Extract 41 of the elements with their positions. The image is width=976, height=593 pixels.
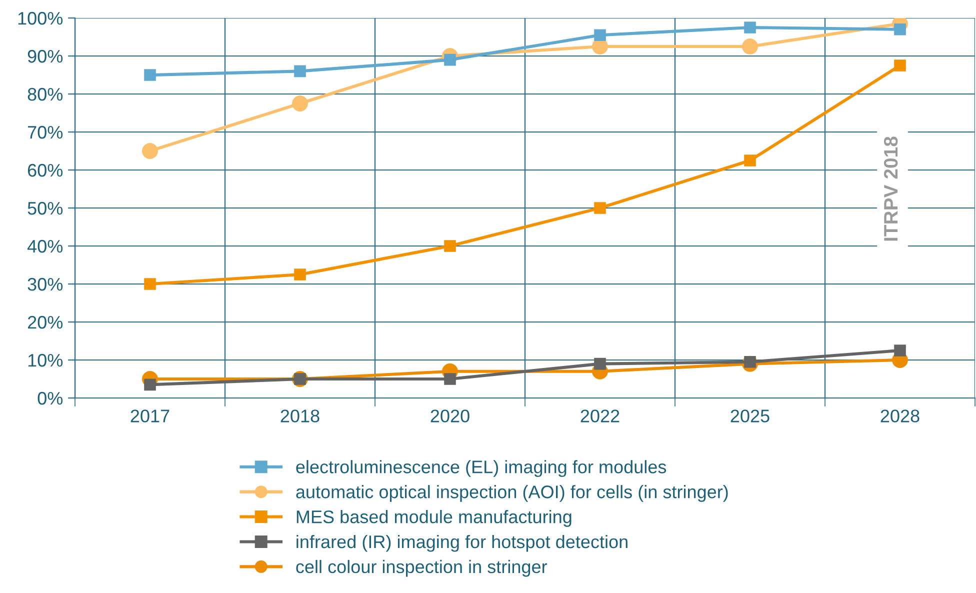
legend-label: electroluminescence (EL) imaging for modules xyxy=(296,460,666,477)
legend-label: infrared (IR) imaging for hotspot detection xyxy=(296,534,628,552)
y-tick-label: 40% xyxy=(27,240,63,253)
legend-label: cell colour inspection in stringer xyxy=(296,560,548,577)
point xyxy=(894,60,906,72)
y-tick-label: 60% xyxy=(28,164,63,177)
legend-label: MES based module manufacturing xyxy=(296,510,572,527)
y-tick-label: 80% xyxy=(28,88,63,101)
y-tick-label: 50% xyxy=(28,202,63,215)
x-tick-label: 2018 xyxy=(280,410,320,422)
y-tick-label: 100% xyxy=(18,12,63,25)
x-tick-label: 2022 xyxy=(580,410,620,422)
point xyxy=(744,22,756,34)
y-tick-label: 0% xyxy=(38,392,63,405)
y-tick-label: 30% xyxy=(28,278,63,291)
point xyxy=(144,69,156,81)
point xyxy=(294,268,306,280)
y-tick-label: 20% xyxy=(28,316,63,329)
x-tick-label: 2028 xyxy=(880,410,920,422)
point xyxy=(744,154,756,166)
point xyxy=(594,202,606,214)
y-tick-label: 70% xyxy=(28,126,63,139)
point xyxy=(294,65,306,78)
point xyxy=(144,278,156,290)
point xyxy=(894,23,906,36)
point xyxy=(894,344,906,356)
annotation: ITRPV 2018 xyxy=(884,136,898,241)
legend-label: automatic optical inspection (AOI) for cells (in stringer) xyxy=(296,485,728,502)
x-tick-label: 2025 xyxy=(730,410,770,422)
point xyxy=(594,29,606,42)
x-tick-label: 2020 xyxy=(430,410,470,422)
point xyxy=(144,378,156,391)
point xyxy=(594,358,606,370)
x-tick-label: 2017 xyxy=(130,410,170,422)
point xyxy=(444,373,456,385)
point xyxy=(742,38,758,54)
point xyxy=(444,240,456,252)
y-tick-label: 10% xyxy=(28,354,63,367)
point xyxy=(292,96,308,112)
y-tick-label: 90% xyxy=(28,50,63,63)
point xyxy=(142,143,158,159)
